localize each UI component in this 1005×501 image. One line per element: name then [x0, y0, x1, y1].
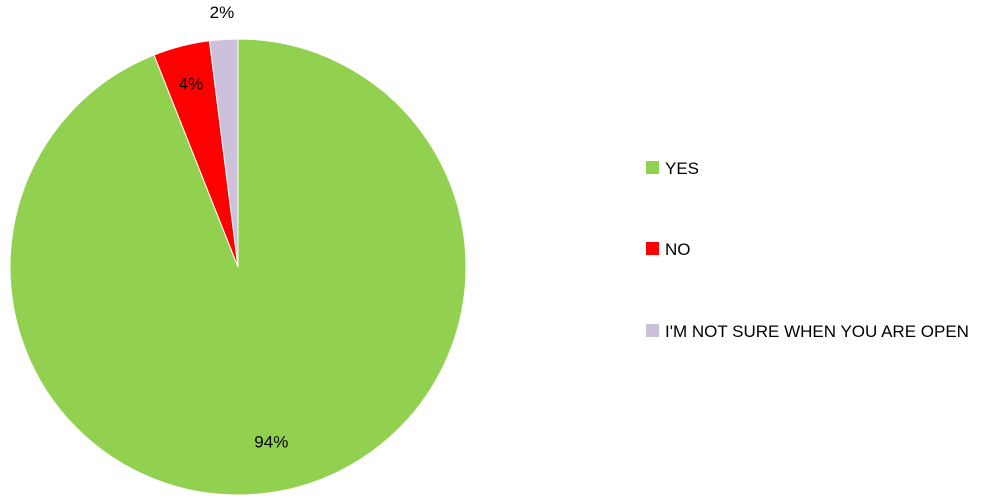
pie-slice-yes [9, 38, 467, 496]
legend-label-not-sure: I'M NOT SURE WHEN YOU ARE OPEN [665, 322, 969, 341]
data-label-not-sure: 2% [210, 3, 235, 22]
legend-label-no: NO [665, 240, 691, 259]
legend-item-no: NO [646, 236, 995, 264]
legend-item-yes: YES [646, 155, 995, 183]
legend-item-not-sure: I'M NOT SURE WHEN YOU ARE OPEN [646, 318, 995, 346]
legend-swatch-no [646, 242, 659, 255]
pie-slice-not-sure [208, 38, 239, 268]
data-label-no: 4% [179, 75, 204, 94]
legend-swatch-yes [646, 161, 659, 174]
legend-swatch-not-sure [646, 324, 659, 337]
legend-label-yes: YES [665, 159, 700, 178]
data-label-yes: 94% [254, 433, 288, 452]
